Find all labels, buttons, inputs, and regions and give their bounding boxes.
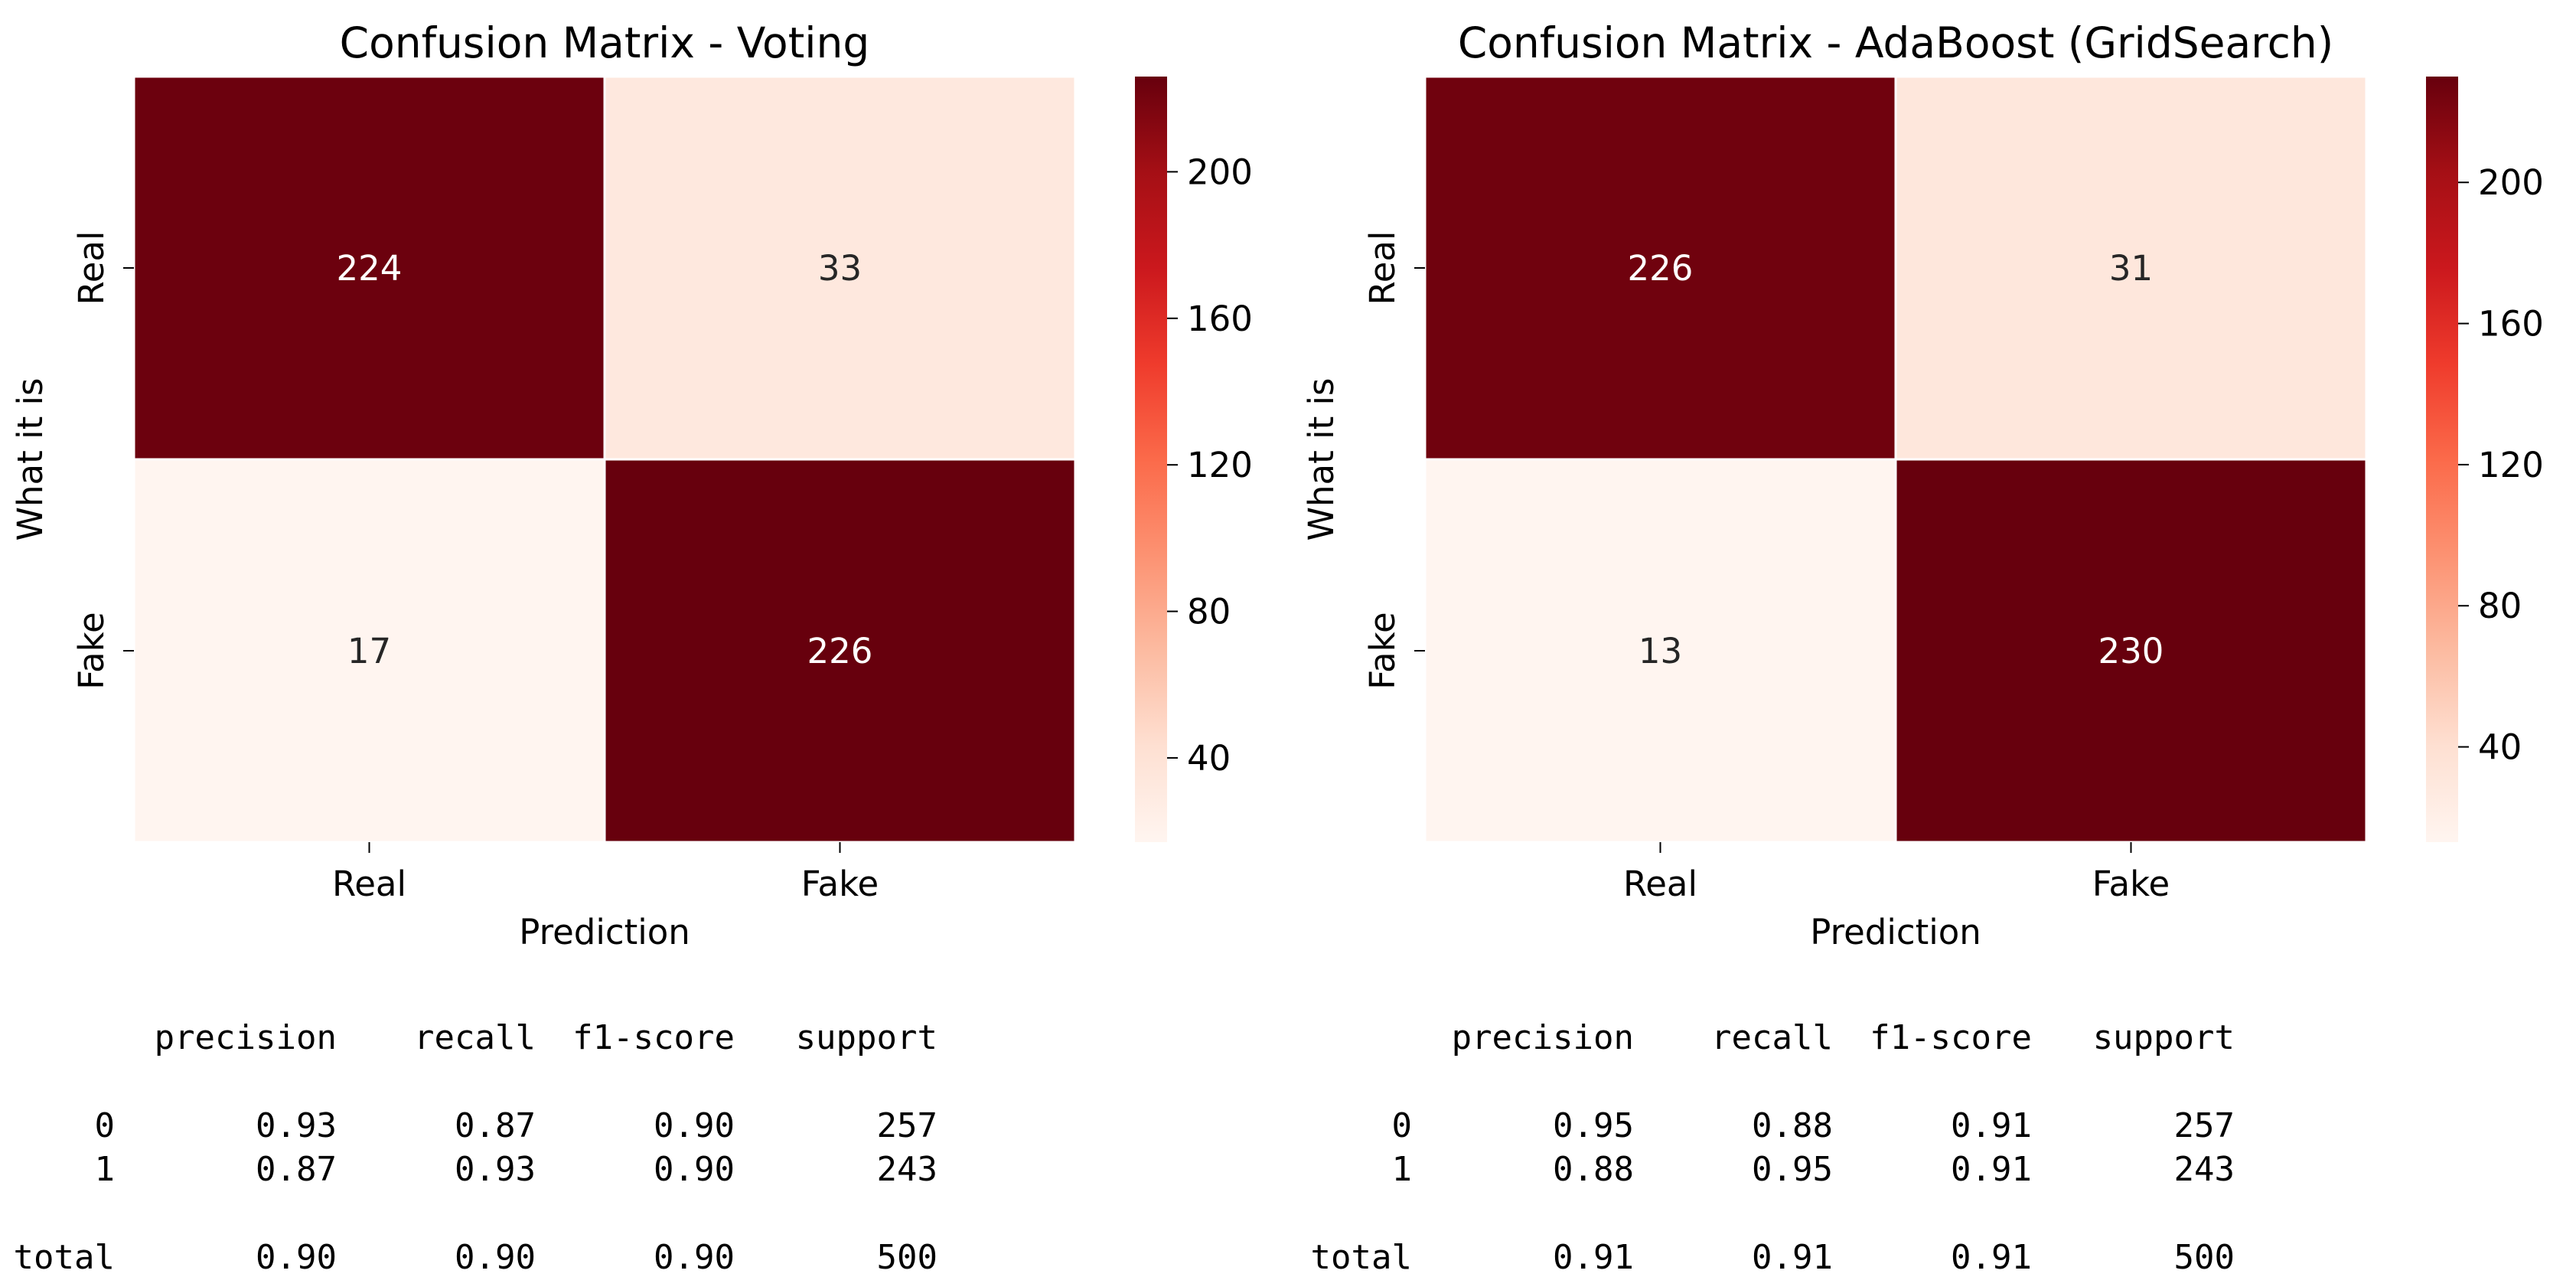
cell-value-label: 230 [2098,631,2164,671]
report-header: support [795,1018,937,1057]
cell-value-label: 17 [347,631,391,671]
report-value: 0.95 [1752,1150,1833,1189]
report-value: 0.90 [654,1106,735,1145]
y-tick-label: Fake [71,612,112,689]
report-header: support [2092,1018,2235,1057]
heatmap-cell [1894,458,2368,844]
report-value: 0.91 [1951,1150,2032,1189]
cell-value-label: 13 [1639,631,1682,671]
report-header: precision [1451,1018,1634,1057]
x-axis-label: Prediction [1810,912,1981,952]
heatmap-0: Confusion Matrix - Voting 224 33 17 226 Real F… [10,18,1253,952]
y-tick-label: Real [71,230,112,305]
y-axis-label: What it is [10,378,51,541]
report-header: recall [1711,1018,1833,1057]
classification-report-adaboost: precision recall f1-score support 0 0.95 0.88 0… [1311,1018,2384,1277]
report-value: 0.95 [1553,1106,1634,1145]
cell-value-label: 226 [807,631,873,671]
x-axis-label: Prediction [519,912,690,952]
colorbar-tick-label: 160 [2478,304,2544,345]
colorbar-tick-label: 160 [1187,299,1253,339]
report-value: 257 [876,1106,937,1145]
report-value: 0.91 [1553,1238,1634,1277]
cell-value-label: 226 [1628,248,1694,289]
report-row-label: 1 [1391,1150,1413,1189]
colorbar-tick-label: 120 [2478,445,2544,485]
report-header: f1-score [572,1018,735,1057]
colorbar-tick-label: 200 [1187,152,1253,192]
report-value: 0.91 [1951,1238,2032,1277]
report-value: 0.91 [1951,1106,2032,1145]
report-row-label: 1 [94,1150,116,1189]
classification-report-voting: precision recall f1-score support 0 0.93 0.87 0… [14,1018,1087,1277]
cell-value-label: 224 [337,248,403,289]
report-value: 0.87 [256,1150,337,1189]
colorbar-tick-label: 80 [2478,586,2522,626]
report-value: 243 [2173,1150,2235,1189]
colorbar [1135,77,1167,842]
cell-value-label: 33 [818,248,862,289]
report-row-label: 0 [94,1106,116,1145]
heatmap-cell [1894,75,2368,461]
x-tick-label: Real [332,864,406,904]
colorbar-tick-label: 40 [2478,727,2522,768]
report-value: 0.91 [1752,1238,1833,1277]
report-value: 0.93 [455,1150,536,1189]
report-value: 0.88 [1553,1150,1634,1189]
heatmap-cell [603,458,1077,844]
report-value: 0.90 [256,1238,337,1277]
report-row-label: total [1310,1238,1412,1277]
chart-title: Confusion Matrix - Voting [340,18,870,67]
report-value: 0.90 [654,1150,735,1189]
report-value: 0.93 [256,1106,337,1145]
report-value: 0.90 [455,1238,536,1277]
colorbar [2426,77,2458,842]
report-header: precision [154,1018,337,1057]
cell-value-label: 31 [2109,248,2153,289]
report-row-label: total [13,1238,115,1277]
report-value: 500 [2173,1238,2235,1277]
report-value: 0.88 [1752,1106,1833,1145]
report-value: 243 [876,1150,937,1189]
y-tick-label: Real [1362,230,1403,305]
x-tick-label: Fake [2092,864,2170,904]
colorbar-tick-label: 40 [1187,738,1231,779]
heatmap-cell [603,75,1077,461]
chart-title: Confusion Matrix - AdaBoost (GridSearch) [1458,18,2333,67]
report-header: recall [414,1018,536,1057]
x-tick-label: Real [1623,864,1697,904]
report-value: 257 [2173,1106,2235,1145]
report-value: 0.87 [455,1106,536,1145]
x-tick-label: Fake [801,864,879,904]
heatmap-cell [132,75,606,461]
report-value: 500 [876,1238,937,1277]
heatmap-cell [1423,458,1897,844]
y-tick-label: Fake [1362,612,1403,689]
y-axis-label: What it is [1301,378,1342,541]
colorbar-tick-label: 120 [1187,445,1253,485]
report-value: 0.90 [654,1238,735,1277]
report-header: f1-score [1870,1018,2032,1057]
report-row-label: 0 [1391,1106,1413,1145]
colorbar-tick-label: 200 [2478,162,2544,203]
colorbar-tick-label: 80 [1187,592,1231,632]
heatmap-1: Confusion Matrix - AdaBoost (GridSearch)… [1301,18,2544,952]
